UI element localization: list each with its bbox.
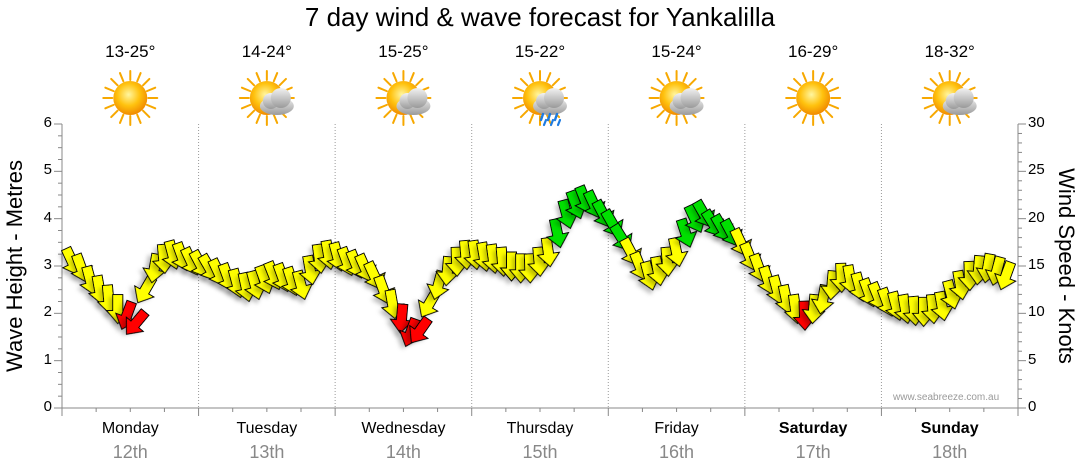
left-tick-label: 4 — [43, 208, 52, 226]
wind-arrow — [545, 217, 570, 249]
showers-icon — [512, 70, 568, 127]
day-name-label: Monday — [101, 420, 159, 437]
day-name-label: Saturday — [778, 420, 848, 437]
wind-arrow — [536, 236, 561, 268]
wind-arrow — [298, 254, 323, 286]
day-name-label: Thursday — [506, 420, 574, 437]
right-tick-label: 30 — [1028, 114, 1045, 131]
chart-title: 7 day wind & wave forecast for Yankalill… — [304, 2, 776, 32]
left-tick-label: 3 — [43, 256, 52, 273]
temp-range: 15-24° — [651, 42, 702, 61]
left-tick-label: 6 — [43, 114, 52, 131]
left-tick-label: 0 — [43, 398, 52, 415]
day-name-label: Tuesday — [236, 420, 298, 437]
wind-arrow — [664, 236, 689, 268]
wind-arrow — [527, 246, 552, 278]
right-tick-label: 15 — [1028, 256, 1045, 273]
credit-text: www.seabreeze.com.au — [893, 392, 1000, 403]
partly-cloudy-icon — [238, 70, 295, 126]
day-name-label: Friday — [654, 420, 699, 437]
left-axis-title: Wave Height - Metres — [2, 160, 27, 372]
sunny-icon — [102, 70, 159, 126]
day-date-label: 13th — [249, 442, 285, 462]
temp-range: 16-29° — [788, 42, 839, 61]
partly-cloudy-icon — [375, 70, 432, 126]
wind-arrow — [655, 246, 680, 278]
temp-range: 13-25° — [105, 42, 156, 61]
right-tick-label: 5 — [1028, 350, 1037, 368]
right-axis-title: Wind Speed - Knots — [1054, 168, 1079, 364]
sunny-icon — [785, 70, 842, 126]
temp-range: 15-25° — [378, 42, 429, 61]
day-date-label: 15th — [522, 442, 558, 462]
left-tick-label: 2 — [43, 303, 52, 321]
wind-arrow — [994, 259, 1017, 291]
wind-arrow — [289, 269, 313, 301]
wind-arrow — [389, 303, 414, 334]
right-tick-label: 0 — [1028, 398, 1037, 415]
wind-arrow — [930, 290, 955, 322]
left-tick-label: 1 — [43, 350, 52, 368]
day-name-label: Wednesday — [361, 420, 446, 437]
right-tick-label: 25 — [1028, 161, 1045, 179]
day-date-label: 18th — [932, 442, 968, 462]
temp-range: 15-22° — [514, 42, 566, 61]
day-date-label: 12th — [112, 442, 148, 462]
right-tick-label: 10 — [1028, 303, 1045, 321]
day-date-label: 14th — [385, 442, 421, 462]
wind-arrow — [125, 308, 150, 335]
temp-range: 18-32° — [924, 42, 975, 61]
partly-cloudy-icon — [648, 70, 705, 126]
day-date-label: 16th — [659, 442, 695, 462]
wind-arrow — [674, 217, 698, 248]
wind-arrow — [409, 315, 433, 344]
left-tick-label: 5 — [43, 161, 52, 179]
day-name-label: Sunday — [920, 420, 979, 437]
temp-range: 14-24° — [241, 42, 292, 61]
right-tick-label: 20 — [1028, 208, 1045, 226]
day-date-label: 17th — [795, 442, 831, 462]
partly-cloudy-icon — [921, 70, 978, 126]
